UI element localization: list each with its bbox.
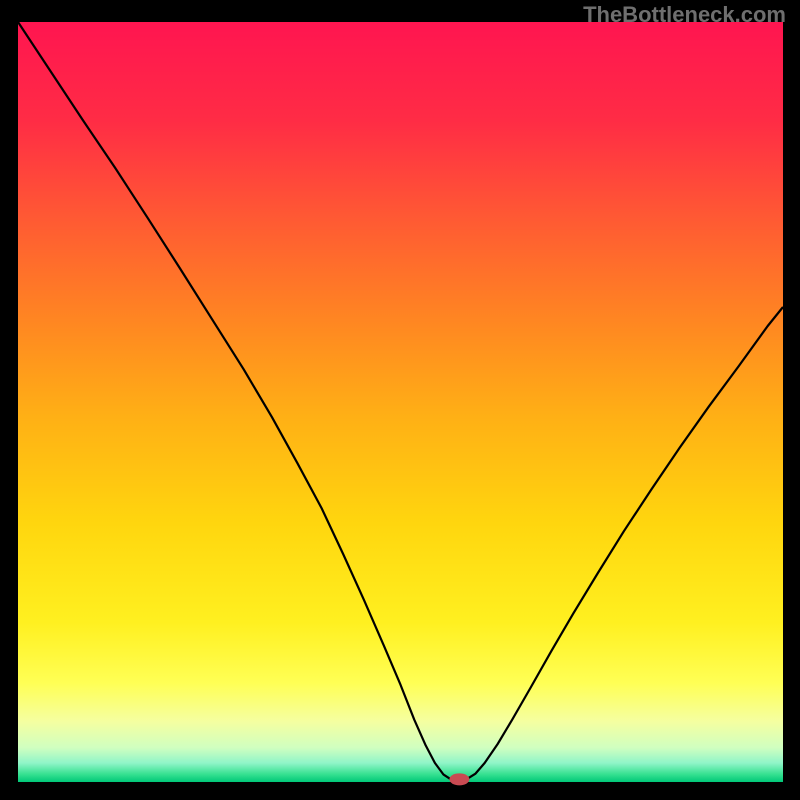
watermark-text: TheBottleneck.com bbox=[583, 2, 786, 28]
chart-svg bbox=[0, 0, 800, 800]
gradient-background bbox=[18, 22, 783, 782]
bottleneck-chart: TheBottleneck.com bbox=[0, 0, 800, 800]
optimal-point-marker bbox=[449, 773, 469, 785]
